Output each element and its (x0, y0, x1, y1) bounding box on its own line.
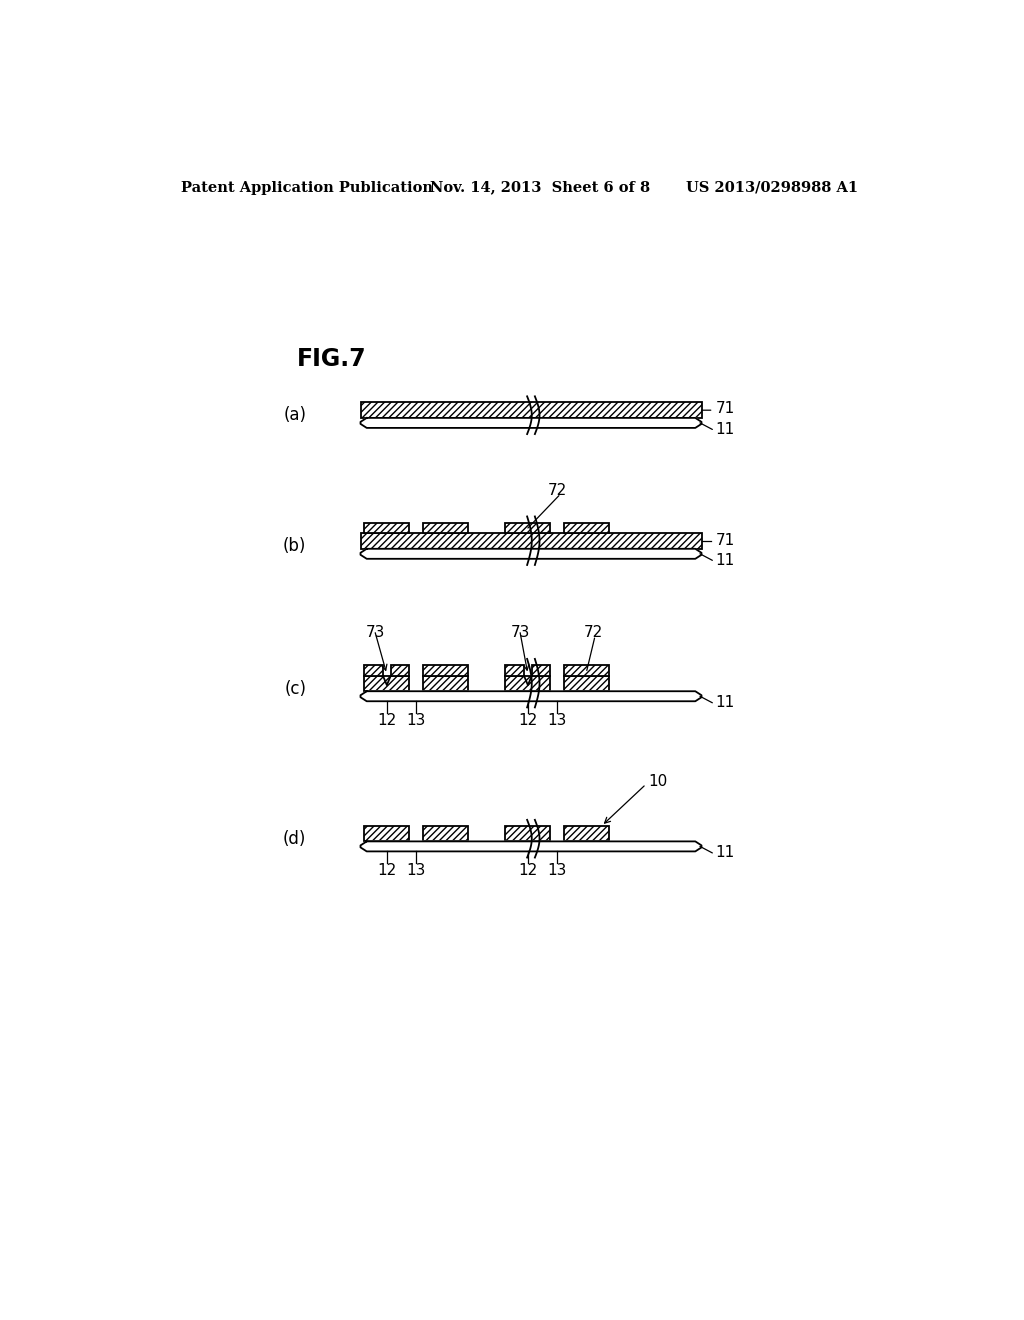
Text: Nov. 14, 2013  Sheet 6 of 8: Nov. 14, 2013 Sheet 6 of 8 (430, 181, 650, 194)
Polygon shape (360, 692, 701, 701)
Bar (506, 826, 550, 841)
Text: 13: 13 (548, 713, 567, 729)
Text: 71: 71 (716, 533, 734, 548)
Text: 12: 12 (377, 713, 396, 729)
Bar (423, 826, 468, 841)
Text: 11: 11 (716, 553, 734, 568)
Text: US 2013/0298988 A1: US 2013/0298988 A1 (686, 181, 858, 194)
Polygon shape (360, 418, 701, 428)
Text: 13: 13 (407, 863, 426, 878)
Bar (506, 676, 550, 692)
Bar (365, 523, 410, 533)
Text: 10: 10 (648, 774, 668, 789)
Bar (506, 665, 524, 676)
Bar (506, 523, 550, 533)
Text: Patent Application Publication: Patent Application Publication (180, 181, 433, 194)
Text: 72: 72 (548, 483, 567, 498)
Text: 11: 11 (716, 422, 734, 437)
Bar (365, 826, 410, 841)
Bar (423, 665, 468, 676)
Text: 12: 12 (518, 863, 538, 878)
Text: (a): (a) (284, 407, 306, 424)
Bar (391, 665, 410, 676)
Text: 73: 73 (510, 626, 529, 640)
Bar (360, 403, 701, 418)
Text: 13: 13 (407, 713, 426, 729)
Text: 13: 13 (548, 863, 567, 878)
Text: 73: 73 (366, 626, 385, 640)
Text: 72: 72 (584, 626, 603, 640)
Bar (365, 665, 383, 676)
Bar (564, 523, 609, 533)
Text: 71: 71 (716, 401, 734, 416)
Text: FIG.7: FIG.7 (297, 347, 367, 371)
Polygon shape (360, 549, 701, 558)
Bar (564, 665, 609, 676)
Text: (b): (b) (283, 537, 306, 556)
Bar (423, 523, 468, 533)
Polygon shape (360, 841, 701, 851)
Text: 11: 11 (716, 845, 734, 861)
Bar (531, 665, 550, 676)
Bar (360, 533, 701, 549)
Text: (c): (c) (285, 680, 306, 697)
Text: (d): (d) (283, 830, 306, 847)
Bar (564, 676, 609, 692)
Text: 12: 12 (518, 713, 538, 729)
Text: 11: 11 (716, 696, 734, 710)
Bar (564, 826, 609, 841)
Bar (423, 676, 468, 692)
Text: 12: 12 (377, 863, 396, 878)
Bar (365, 676, 410, 692)
